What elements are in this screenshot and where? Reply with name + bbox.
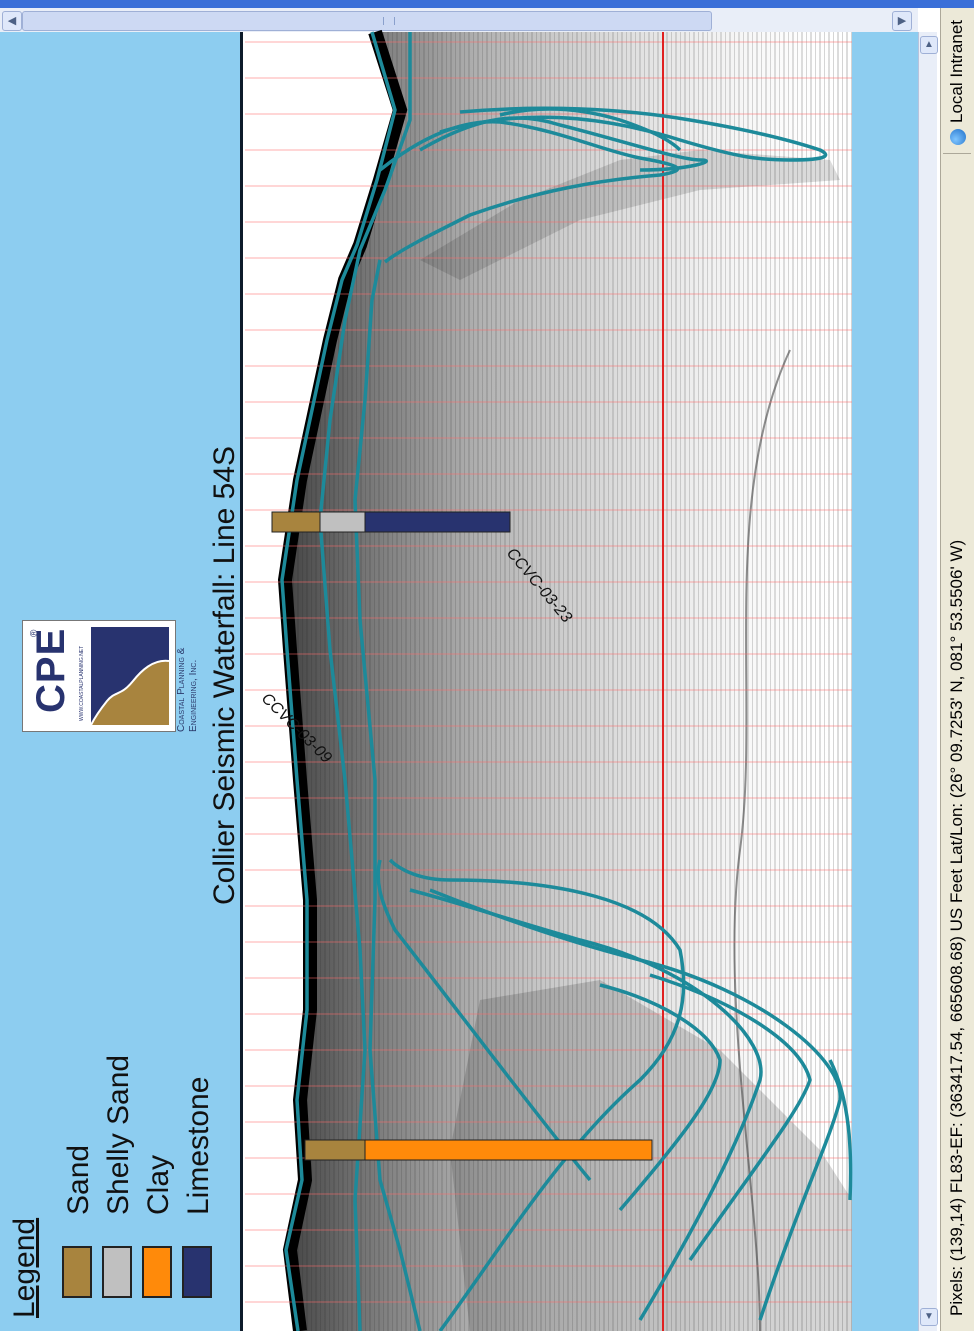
core-sand-segment (304, 1139, 366, 1161)
legend-swatch-sand (62, 1246, 92, 1298)
legend-swatch-clay (142, 1246, 172, 1298)
security-zone: Local Intranet (943, 19, 971, 154)
legend-label-shelly-sand: Shelly Sand (102, 1054, 135, 1215)
zone-label: Local Intranet (947, 19, 966, 123)
legend-swatch-limestone (182, 1246, 212, 1298)
globe-icon (949, 129, 966, 145)
seismic-waterfall (245, 29, 853, 1331)
status-bar-content: Pixels: (139,14) FL83-EF: (363417.54, 66… (943, 2, 971, 1322)
legend-label-limestone: Limestone (182, 1076, 215, 1215)
page-title: Collier Seismic Waterfall: Line 54S (208, 445, 241, 905)
arrow-left-icon: ◀ (7, 15, 17, 27)
core-ccvc-03-09 (304, 1139, 653, 1161)
horizontal-scroll-thumb[interactable] (22, 11, 712, 31)
horizontal-scrollbar[interactable]: ◀ ▶ (0, 8, 918, 33)
status-bar (940, 8, 974, 1331)
legend-label-clay: Clay (142, 1154, 175, 1215)
scroll-up-button[interactable]: ▲ (920, 36, 938, 54)
legend-swatch-shelly-sand (102, 1246, 132, 1298)
logo-graphic (90, 627, 170, 726)
core-clay-segment (364, 1139, 653, 1161)
arrow-down-icon: ▼ (924, 1311, 934, 1322)
arrow-right-icon: ▶ (897, 15, 907, 27)
status-text: Pixels: (139,14) FL83-EF: (363417.54, 66… (947, 539, 966, 1316)
legend-label-sand: Sand (62, 1144, 95, 1215)
window-top-edge (0, 0, 974, 8)
logo-company-line1: Coastal Planning & (176, 647, 187, 732)
core-limestone-segment (364, 511, 511, 533)
seismic-image (277, 29, 852, 1331)
core-shelly-sand-segment (319, 511, 366, 533)
scroll-right-button[interactable]: ▶ (892, 11, 912, 31)
logo-mark: CPE (29, 627, 73, 713)
logo-registered: ® (29, 629, 40, 637)
core-sand-segment (271, 511, 321, 533)
logo-company-line2: Engineering, Inc. (188, 659, 199, 732)
scroll-left-button[interactable]: ◀ (2, 11, 22, 31)
arrow-up-icon: ▲ (924, 39, 934, 50)
grip-icon (383, 17, 395, 25)
scroll-down-button[interactable]: ▼ (920, 1308, 938, 1326)
cpe-logo: CPE ® WWW.COASTALPLANNING.NET (22, 620, 176, 732)
vertical-scrollbar[interactable]: ▲ ▼ (918, 32, 938, 1331)
logo-url: WWW.COASTALPLANNING.NET (79, 645, 85, 721)
panel-divider (240, 32, 243, 1331)
core-ccvc-03-23 (271, 511, 511, 533)
legend-title: Legend (8, 1217, 41, 1318)
